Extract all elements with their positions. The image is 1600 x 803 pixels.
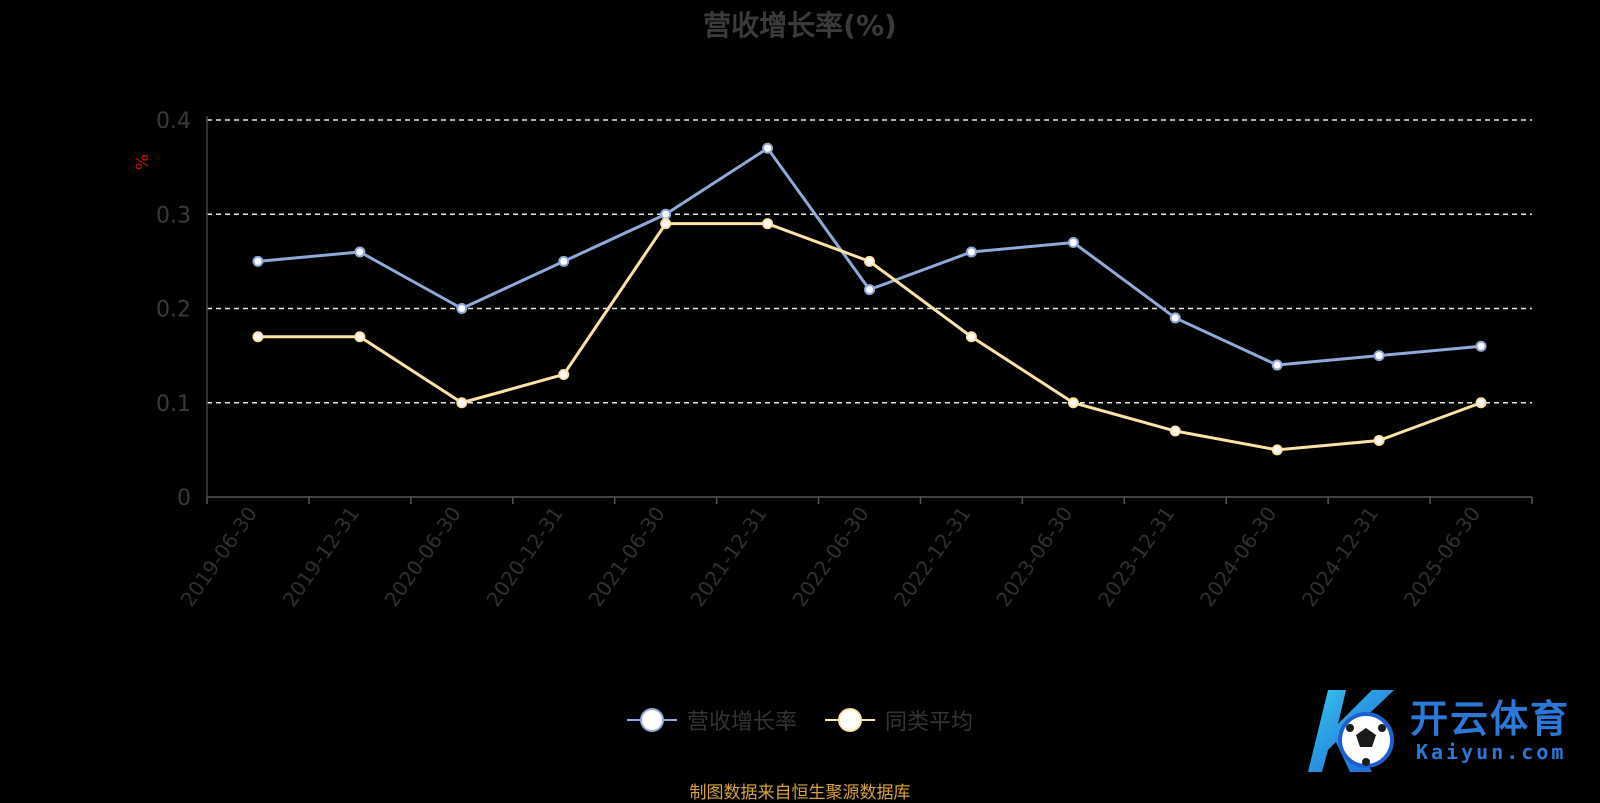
x-tick-label: 2022-12-31: [889, 502, 975, 611]
data-point-series-1: [1475, 340, 1487, 352]
data-point-series-2: [354, 331, 366, 343]
y-tick-label: 0.1: [156, 392, 191, 417]
data-point-series-2: [1373, 434, 1385, 446]
x-tick-label: 2019-06-30: [176, 502, 262, 611]
legend-marker-series-2: [825, 708, 875, 732]
x-tick-label: 2020-12-31: [481, 502, 567, 611]
data-point-series-2: [660, 218, 672, 230]
data-point-series-1: [965, 246, 977, 258]
watermark-domain: Kaiyun.com: [1416, 740, 1567, 764]
chart-title: 营收增长率(%): [703, 9, 897, 42]
data-point-series-1: [864, 284, 875, 296]
source-note: 制图数据来自恒生聚源数据库: [689, 783, 911, 803]
data-point-series-2: [965, 331, 977, 343]
data-point-series-2: [558, 368, 570, 380]
legend-item-series-2[interactable]: 同类平均: [825, 704, 973, 736]
x-tick-label: 2021-12-31: [685, 502, 771, 611]
data-point-series-2: [762, 218, 774, 230]
data-point-series-1: [762, 142, 774, 154]
data-point-series-1: [1373, 350, 1385, 362]
y-tick-label: 0: [177, 486, 191, 511]
legend: 营收增长率 同类平均: [0, 704, 1600, 736]
data-point-series-2: [252, 331, 264, 343]
data-point-series-1: [1067, 237, 1079, 249]
data-point-series-2: [1475, 397, 1487, 409]
x-tick-label: 2023-12-31: [1093, 502, 1179, 611]
kaiyun-logo-icon: [1308, 690, 1394, 772]
data-point-series-2: [864, 255, 875, 267]
x-tick-label: 2024-12-31: [1297, 502, 1383, 611]
legend-marker-series-1: [626, 708, 677, 732]
x-tick-label: 2023-06-30: [991, 502, 1077, 611]
x-tick-label: 2025-06-30: [1399, 502, 1485, 611]
x-tick-label: 2022-06-30: [787, 502, 873, 611]
legend-label-series-1: 营收增长率: [686, 710, 797, 735]
legend-label-series-2: 同类平均: [885, 710, 974, 735]
x-tick-label: 2024-06-30: [1195, 502, 1281, 611]
y-tick-label: 0.4: [156, 109, 191, 134]
data-point-series-1: [252, 255, 264, 267]
data-point-series-1: [558, 255, 570, 267]
x-tick-label: 2019-12-31: [278, 502, 364, 611]
y-axis-label: %: [133, 154, 153, 170]
y-tick-label: 0.2: [156, 298, 191, 323]
data-point-series-2: [1271, 444, 1283, 456]
data-point-series-2: [1169, 425, 1181, 437]
data-point-series-1: [354, 246, 366, 258]
data-point-series-1: [456, 303, 468, 314]
data-point-series-2: [456, 397, 468, 409]
watermark: 开云体育 Kaiyun.com: [1294, 680, 1584, 780]
data-point-series-1: [1169, 312, 1181, 324]
legend-item-series-1[interactable]: 营收增长率: [626, 704, 797, 736]
y-tick-label: 0.3: [156, 203, 191, 228]
data-point-series-2: [1067, 397, 1079, 409]
x-tick-label: 2021-06-30: [583, 502, 669, 611]
x-tick-label: 2020-06-30: [380, 502, 466, 611]
watermark-brand: 开云体育: [1410, 697, 1571, 741]
data-point-series-1: [1271, 359, 1283, 371]
data-point-series-1: [660, 208, 672, 220]
